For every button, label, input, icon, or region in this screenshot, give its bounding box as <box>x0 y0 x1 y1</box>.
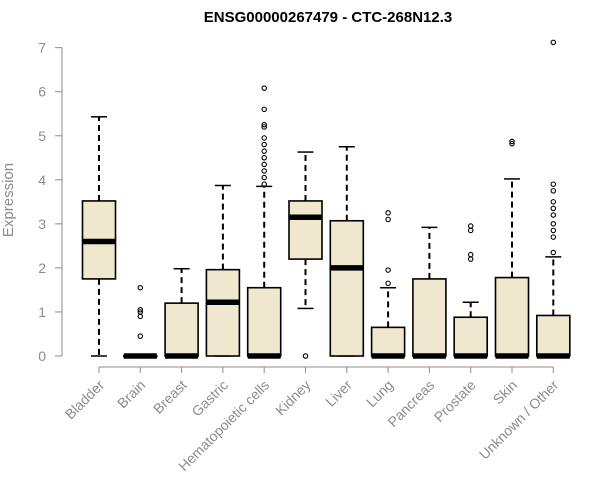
y-tick-label: 5 <box>38 128 46 144</box>
outlier-point <box>261 155 267 161</box>
box-iqr <box>535 314 571 357</box>
outlier-point <box>550 39 557 46</box>
box-prostate <box>453 223 489 359</box>
box-gastric <box>205 184 241 357</box>
outlier-point <box>467 251 474 258</box>
box-iqr <box>205 268 241 357</box>
outlier-point <box>550 234 557 240</box>
chart-title: ENSG00000267479 - CTC-268N12.3 <box>204 9 452 26</box>
box-lung <box>370 210 406 359</box>
outlier-point <box>385 216 391 223</box>
outlier-point <box>261 85 267 91</box>
outlier-point <box>261 174 267 181</box>
outlier-point <box>261 121 267 128</box>
x-tick-label: Breast <box>150 377 190 417</box>
outlier-point <box>467 223 474 229</box>
x-tick-label: Lung <box>363 377 396 410</box>
outlier-point <box>550 221 557 227</box>
outlier-point <box>261 124 267 130</box>
outlier-point <box>550 227 557 234</box>
y-tick-label: 1 <box>38 304 46 320</box>
box-brain <box>123 284 158 359</box>
y-tick-label: 2 <box>38 260 46 276</box>
outlier-point <box>137 284 144 291</box>
y-tick-label: 3 <box>38 216 46 232</box>
box-iqr <box>370 326 406 357</box>
outlier-point <box>302 353 309 359</box>
outlier-point <box>261 148 267 154</box>
outlier-point <box>550 249 557 256</box>
box-breast <box>164 268 199 359</box>
box-iqr <box>164 302 199 357</box>
box-hematopoietic-cells <box>246 85 282 359</box>
outlier-point <box>550 199 557 205</box>
x-tick-label: Bladder <box>62 377 108 423</box>
x-tick-label: Brain <box>114 377 148 411</box>
outlier-point <box>137 306 144 313</box>
x-tick-label: Skin <box>490 377 521 408</box>
y-tick-label: 0 <box>38 348 46 364</box>
x-tick-label: Prostate <box>431 377 479 425</box>
box-bladder <box>81 116 117 357</box>
box-series <box>81 39 571 359</box>
y-axis: 0 1 2 3 4 5 6 7 <box>38 40 63 364</box>
outlier-point <box>385 280 391 287</box>
outlier-point <box>137 309 144 315</box>
box-iqr <box>246 286 282 357</box>
box-iqr <box>453 316 489 357</box>
box-unknown-other <box>535 39 571 359</box>
outlier-point <box>467 227 474 234</box>
outlier-point <box>261 106 267 113</box>
outlier-point <box>509 140 515 147</box>
y-axis-label: Expression <box>0 163 17 237</box>
y-tick-label: 7 <box>38 40 46 56</box>
outlier-point <box>261 141 267 148</box>
x-tick-label: Liver <box>322 377 355 410</box>
outlier-point <box>261 168 267 174</box>
outlier-point <box>385 210 391 216</box>
outlier-point <box>467 256 474 262</box>
y-tick-label: 6 <box>38 84 46 100</box>
outlier-point <box>550 205 557 212</box>
box-iqr <box>412 278 447 357</box>
box-kidney <box>288 151 323 359</box>
box-iqr <box>494 276 530 357</box>
outlier-point <box>137 333 144 339</box>
y-tick-label: 4 <box>38 172 46 188</box>
outlier-point <box>261 161 267 168</box>
box-iqr <box>329 219 365 357</box>
outlier-point <box>385 267 391 273</box>
outlier-point <box>509 138 515 145</box>
outlier-point <box>550 212 557 218</box>
box-iqr <box>288 200 323 260</box>
box-skin <box>494 138 530 359</box>
outlier-point <box>261 135 267 141</box>
outlier-point <box>137 313 144 320</box>
x-tick-label: Kidney <box>272 377 314 419</box>
box-pancreas <box>412 226 447 359</box>
box-liver <box>329 146 365 357</box>
outlier-point <box>550 188 557 194</box>
outlier-point <box>550 181 557 187</box>
outlier-point <box>261 181 267 187</box>
